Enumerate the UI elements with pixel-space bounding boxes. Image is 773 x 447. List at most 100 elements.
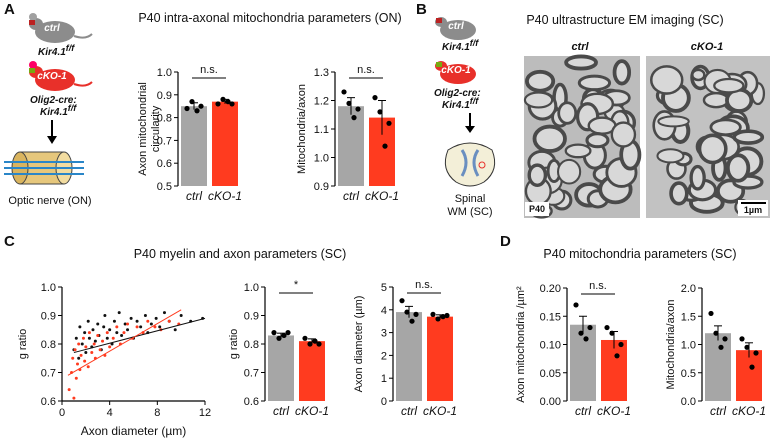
y-tick-label: 0.9 xyxy=(244,311,259,323)
y-tick-label: 1 xyxy=(381,373,387,385)
y-tick-label: 0.7 xyxy=(157,135,172,147)
axon xyxy=(697,133,728,165)
genotype: Kir4.1f/f xyxy=(40,103,77,118)
y-tick-label: 0.7 xyxy=(41,368,56,380)
mouse-label: ctrl xyxy=(44,23,60,34)
panel-letter: D xyxy=(500,233,511,250)
data-point xyxy=(351,115,357,121)
scatter-point xyxy=(108,345,112,349)
scatter-point xyxy=(84,351,88,355)
data-point xyxy=(749,364,755,370)
y-axis-label: Mitochondria/axon xyxy=(296,84,308,174)
annotation: n.s. xyxy=(200,64,218,76)
scatter-point xyxy=(158,325,162,329)
axon xyxy=(657,115,690,128)
mouse-label: cKO-1 xyxy=(441,65,471,76)
axon xyxy=(610,121,637,148)
y-tick-label: 1.2 xyxy=(314,96,329,108)
x-tick-label: cKO-1 xyxy=(365,189,399,203)
data-point xyxy=(739,336,745,342)
y-tick-label: 2.0 xyxy=(681,283,696,295)
spinal-cord xyxy=(444,142,496,187)
axon xyxy=(557,101,578,125)
x-tick-label: cKO-1 xyxy=(597,404,631,418)
annotation: n.s. xyxy=(415,279,433,291)
x-tick-label: cKO-1 xyxy=(732,404,766,418)
mouse-cko xyxy=(435,61,476,84)
arrow xyxy=(47,120,57,144)
y-axis-label: Mitochondria/axon xyxy=(665,300,677,390)
y-label-line: g ratio xyxy=(228,329,240,360)
data-point xyxy=(285,330,291,336)
y-tick-label: 0.9 xyxy=(314,181,329,193)
y-label-line: Mitochondria/axon xyxy=(665,300,677,390)
y-tick-label: 0.8 xyxy=(41,339,56,351)
data-point xyxy=(609,330,615,336)
y-tick-label: 2 xyxy=(381,350,387,362)
scatter-point xyxy=(153,325,157,329)
y-label-line: Axon diameter (µm) xyxy=(353,296,365,393)
scatter-point xyxy=(149,322,153,326)
data-point xyxy=(220,96,226,102)
scatter-point xyxy=(115,325,119,329)
panel-letter: B xyxy=(416,1,427,18)
optic-nerve xyxy=(4,151,84,185)
axon xyxy=(532,124,567,153)
data-point xyxy=(744,344,750,350)
x-tick-label: ctrl xyxy=(401,404,417,418)
scatter-point xyxy=(111,336,115,340)
bar xyxy=(268,335,294,401)
scatter-point xyxy=(98,348,102,352)
y-tick-label: 0.8 xyxy=(157,113,172,125)
data-point xyxy=(307,341,313,347)
scatter-point xyxy=(74,336,78,340)
y-tick-label: 0.05 xyxy=(540,368,561,380)
genotype: Kir4.1f/f xyxy=(442,38,479,53)
axon xyxy=(649,65,684,95)
x-tick-label: 12 xyxy=(199,407,211,419)
scatter-point xyxy=(83,331,87,335)
scatter-point xyxy=(123,322,127,326)
data-point xyxy=(382,143,388,149)
y-tick-label: 0.00 xyxy=(540,396,561,408)
axon xyxy=(713,77,745,94)
data-point xyxy=(312,338,318,344)
bar xyxy=(427,316,453,401)
bar xyxy=(601,339,627,401)
scatter-point xyxy=(154,316,158,320)
genotype: Olig2-cre: xyxy=(30,95,77,106)
axon xyxy=(523,91,554,109)
scatter-point xyxy=(74,376,78,380)
y-tick-label: 0.20 xyxy=(540,283,561,295)
x-tick-label: ctrl xyxy=(575,404,591,418)
bar xyxy=(338,106,364,186)
y-tick-label: 0.15 xyxy=(540,311,561,323)
data-point xyxy=(316,341,322,347)
y-axis-label: g ratio xyxy=(17,329,29,360)
y-label-line: Mitochondria/axon xyxy=(296,84,308,174)
scatter-point xyxy=(73,348,77,352)
panel-letter: A xyxy=(4,1,15,18)
scatter-point xyxy=(72,396,76,400)
mouse-ctrl xyxy=(29,13,93,43)
data-point xyxy=(404,309,410,315)
scatter-point xyxy=(129,316,133,320)
scatter-point xyxy=(120,333,124,337)
annotation: * xyxy=(294,279,299,291)
tissue-label: Spinal xyxy=(455,193,486,205)
y-tick-label: 1.0 xyxy=(244,282,259,294)
y-tick-label: 0.5 xyxy=(157,181,172,193)
data-point xyxy=(587,324,593,331)
genotype: Kir4.1f/f xyxy=(38,43,75,58)
scatter-point xyxy=(139,325,143,329)
axon xyxy=(525,69,556,93)
data-point xyxy=(346,100,352,106)
data-point xyxy=(189,99,195,105)
axon xyxy=(612,59,632,86)
em-age: P40 xyxy=(529,204,545,214)
x-axis-label: Axon diameter (µm) xyxy=(81,424,187,438)
scatter-point xyxy=(96,322,100,326)
data-point xyxy=(302,335,308,341)
y-label-line: Axon mitochondria /µm² xyxy=(515,286,527,403)
